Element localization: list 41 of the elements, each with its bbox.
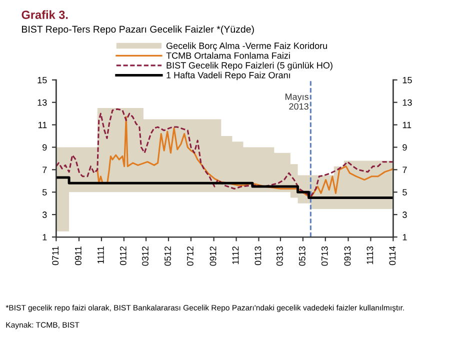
legend-label: Gecelik Borç Alma -Verme Faiz Koridoru bbox=[166, 42, 327, 51]
x-tick-label: 0512 bbox=[164, 246, 171, 266]
y-tick-label: 13 bbox=[38, 99, 47, 106]
legend-label: BIST Gecelik Repo Faizleri (5 günlük HO) bbox=[166, 62, 332, 70]
x-tick-label: 0912 bbox=[210, 246, 216, 266]
y2-tick-label: 9 bbox=[402, 144, 407, 151]
ref-line-label: Mayıs 2013 bbox=[285, 94, 309, 110]
y2-tick-label: 5 bbox=[402, 189, 407, 196]
legend-label: 1 Hafta Vadeli Repo Faiz Oranı bbox=[166, 72, 290, 80]
x-tick-label: 0713 bbox=[321, 246, 328, 266]
chart-title: Grafik 3. bbox=[22, 10, 68, 19]
x-tick-label: 0913 bbox=[344, 246, 351, 266]
x-tick-label: 0711 bbox=[52, 246, 59, 266]
y-tick-label: 3 bbox=[42, 212, 47, 218]
x-tick-label: 0911 bbox=[75, 246, 82, 266]
y2-tick-label: 13 bbox=[402, 99, 412, 106]
x-tick-label: 1111 bbox=[98, 246, 104, 264]
legend-label: TCMB Ortalama Fonlama Faizi bbox=[166, 52, 290, 59]
y2-tick-label: 7 bbox=[402, 166, 407, 173]
chart-subtitle: BIST Repo-Ters Repo Pazarı Gecelik Faizler *(Yüzde) bbox=[22, 26, 254, 35]
x-tick-label: 1113 bbox=[366, 246, 374, 264]
line-series bbox=[96, 116, 394, 198]
y-tick-label: 11 bbox=[38, 122, 47, 128]
x-tick-label: 0313 bbox=[276, 246, 283, 266]
x-tick-label: 0112 bbox=[120, 246, 126, 266]
x-tick-label: 0513 bbox=[298, 246, 306, 266]
x-tick-label: 0312 bbox=[142, 246, 148, 266]
y-tick-label: 7 bbox=[42, 166, 47, 173]
y-tick-label: 9 bbox=[42, 144, 47, 151]
x-tick-label: 0114 bbox=[389, 246, 396, 266]
y-tick-label: 15 bbox=[38, 76, 47, 84]
line-series bbox=[56, 108, 394, 198]
y2-tick-label: 3 bbox=[402, 212, 407, 218]
y2-tick-label: 11 bbox=[402, 122, 412, 128]
y2-tick-label: 15 bbox=[402, 76, 412, 84]
y-tick-label: 1 bbox=[42, 234, 47, 240]
x-tick-label: 1112 bbox=[232, 246, 239, 264]
x-tick-label: 0113 bbox=[254, 246, 262, 266]
y2-tick-label: 1 bbox=[402, 234, 407, 240]
y-tick-label: 5 bbox=[42, 189, 47, 196]
x-tick-label: 0712 bbox=[187, 246, 194, 266]
